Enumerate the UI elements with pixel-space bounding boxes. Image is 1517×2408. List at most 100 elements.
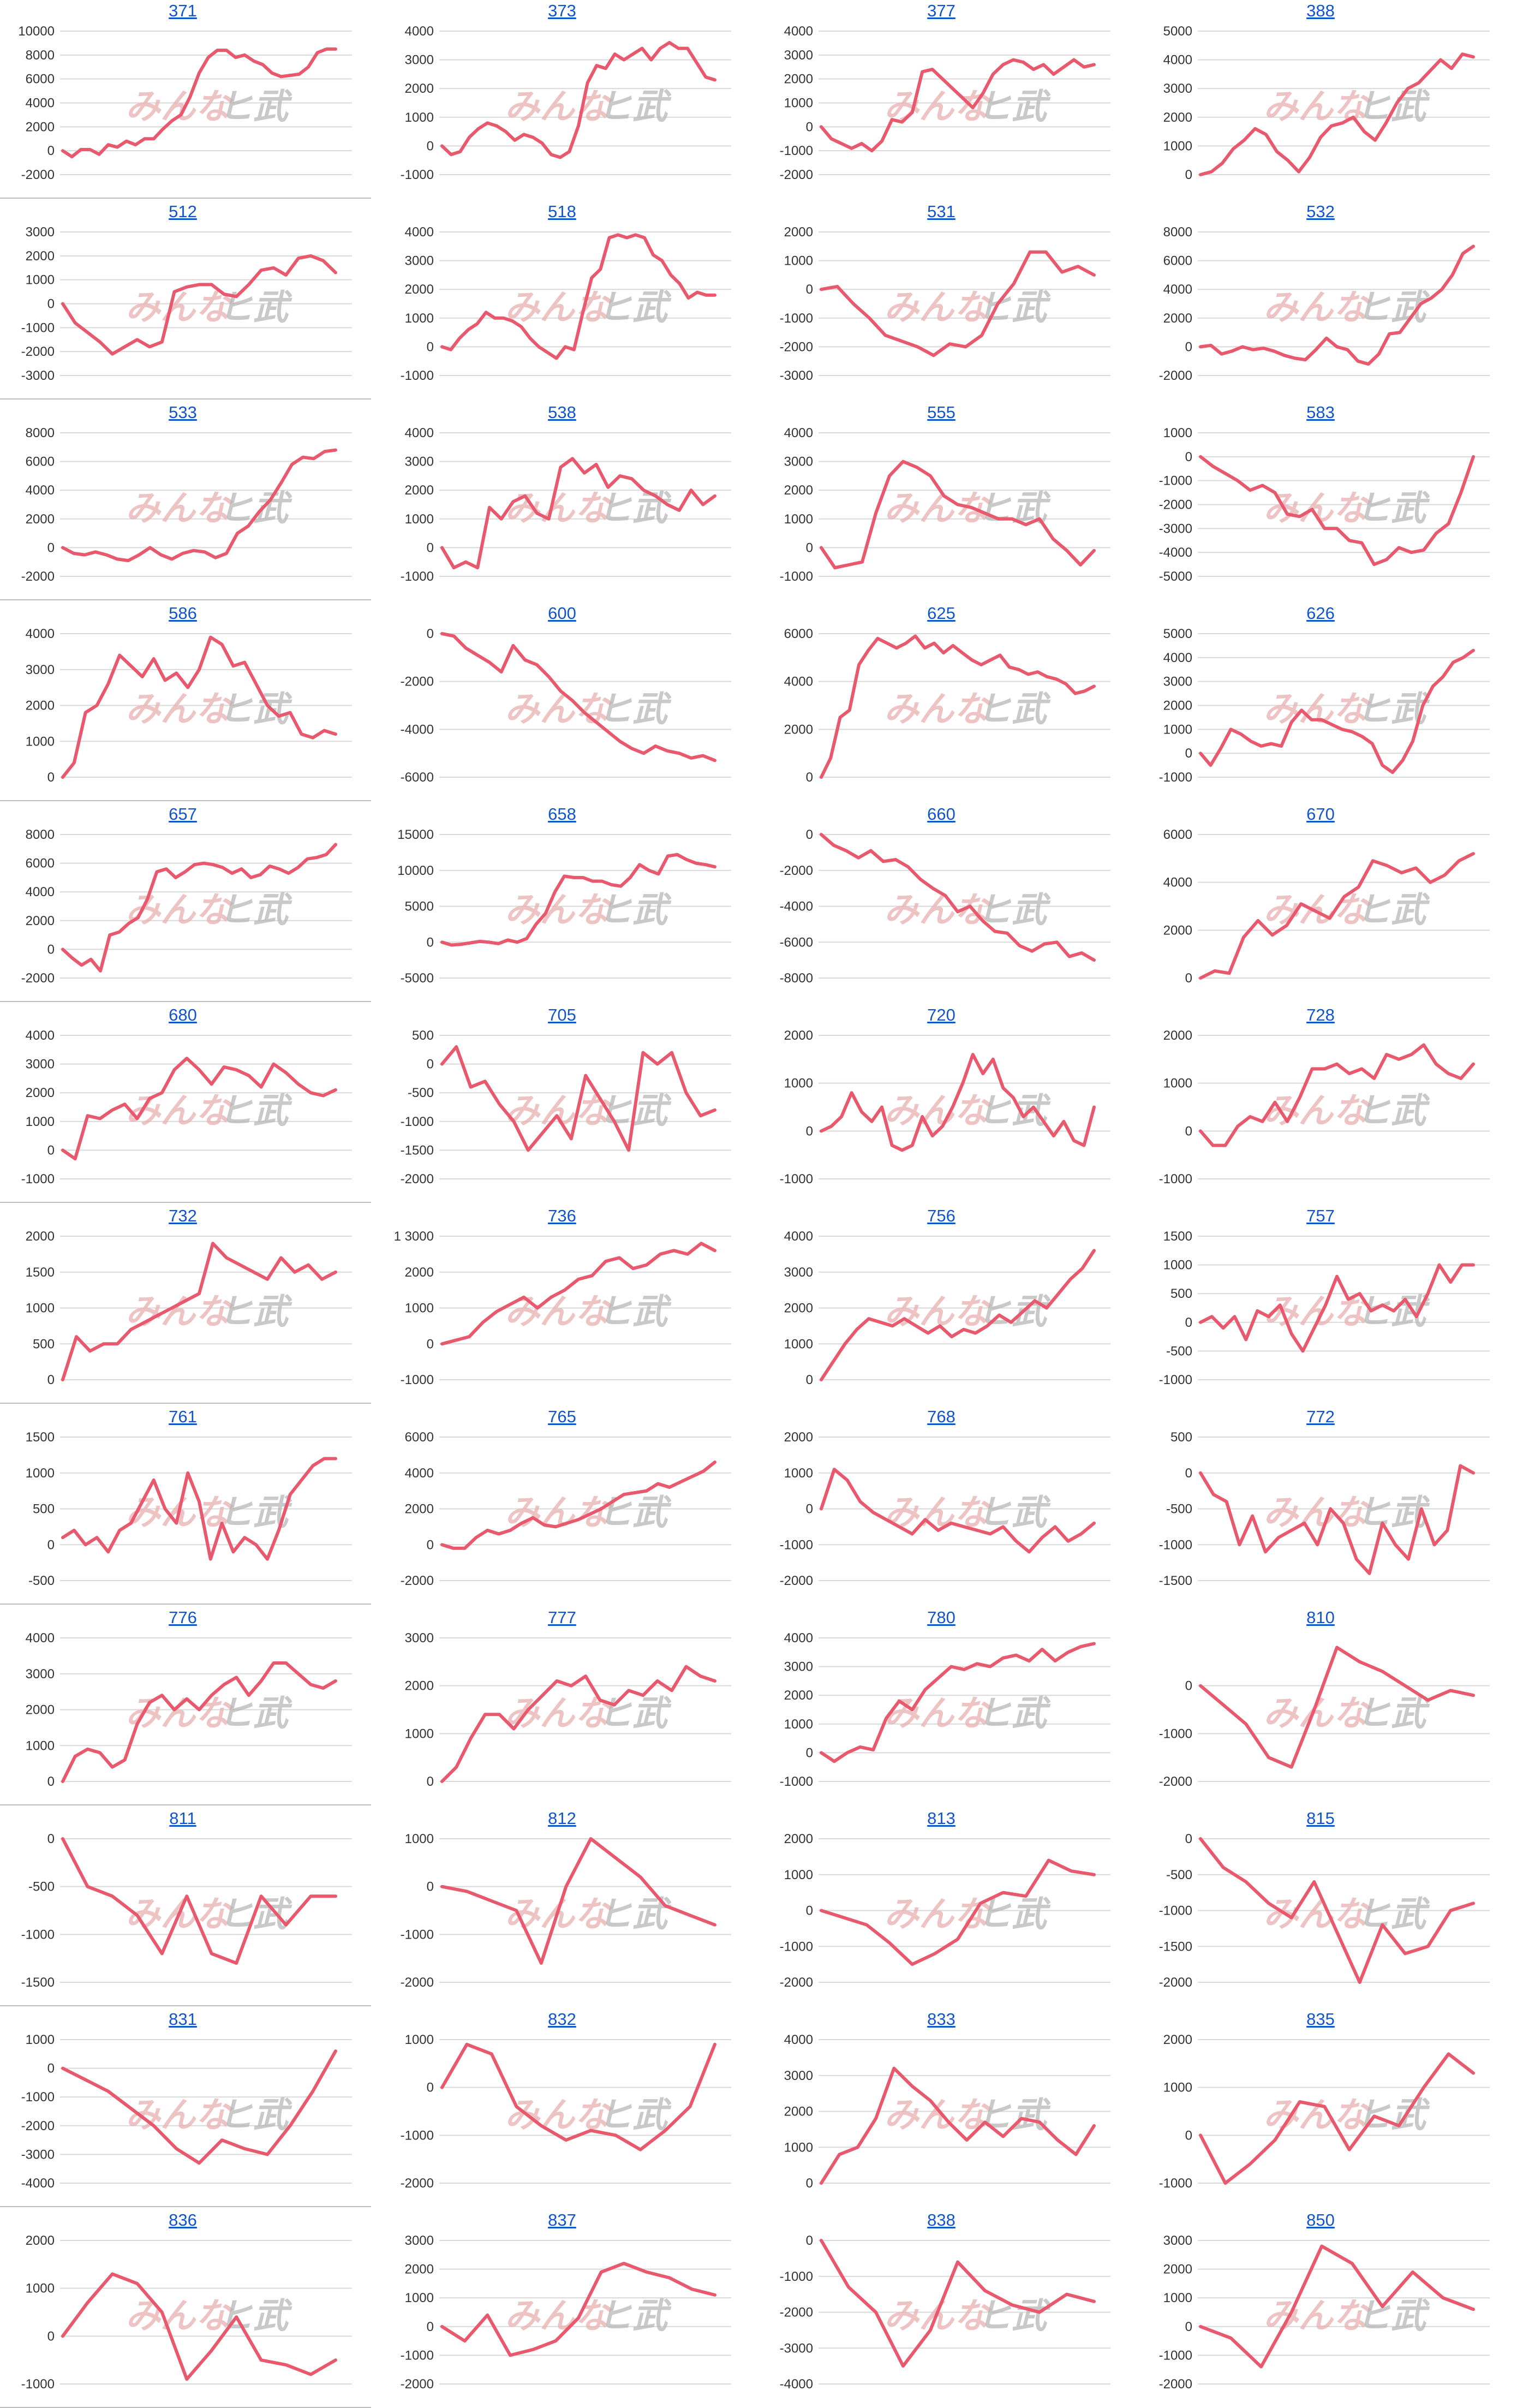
y-tick-label: 2000: [26, 699, 55, 713]
svg-text:みんな: みんな: [126, 488, 234, 529]
chart-title-link[interactable]: 732: [169, 1206, 197, 1225]
chart-title-link[interactable]: 832: [548, 2010, 576, 2029]
chart-title-link[interactable]: 583: [1306, 403, 1335, 422]
chart-title-link[interactable]: 586: [169, 604, 197, 623]
chart-panel: 586 4000 3000 2000 1000 0 みんな ヒ武: [3, 604, 363, 795]
chart-title-link[interactable]: 761: [169, 1407, 197, 1426]
series-line: [1199, 2052, 1475, 2185]
chart-title-link[interactable]: 831: [169, 2010, 197, 2029]
chart-title-link[interactable]: 850: [1306, 2210, 1335, 2230]
chart-title-link[interactable]: 538: [548, 403, 576, 422]
chart-title-link[interactable]: 657: [169, 804, 197, 824]
chart-title-link[interactable]: 810: [1306, 1608, 1335, 1627]
svg-text:ヒ武: ヒ武: [1356, 1894, 1430, 1935]
y-tick-label: 2000: [1163, 311, 1192, 326]
y-tick-label: -1000: [780, 2269, 813, 2284]
y-tick-label: 0: [806, 1904, 813, 1918]
chart-panel: 776 4000 3000 2000 1000 0 みんな ヒ武: [3, 1608, 363, 1799]
row-divider: [0, 1804, 371, 1805]
y-tick-label: 6000: [1163, 254, 1192, 269]
chart-title-link[interactable]: 836: [169, 2210, 197, 2230]
chart-title-link[interactable]: 660: [927, 804, 955, 824]
y-tick-label: 1000: [405, 1726, 434, 1741]
chart-title-link[interactable]: 776: [169, 1608, 197, 1627]
row-divider: [0, 1001, 371, 1002]
svg-text:みんな: みんな: [1263, 1894, 1371, 1935]
series-line: [440, 632, 716, 762]
y-tick-label: 2000: [784, 225, 813, 240]
chart-title-link[interactable]: 377: [927, 1, 955, 20]
series-line: [440, 1461, 716, 1550]
chart-title-link[interactable]: 812: [548, 1809, 576, 1828]
chart-title-link[interactable]: 756: [927, 1206, 955, 1225]
chart-title-link[interactable]: 768: [927, 1407, 955, 1426]
chart-title-link[interactable]: 765: [548, 1407, 576, 1426]
chart-panel: 811 0 -500 -1000 -1500 みんな ヒ武: [3, 1809, 363, 2000]
y-tick-label: 4000: [26, 627, 55, 641]
chart-title-link[interactable]: 373: [548, 1, 576, 20]
chart-title-link[interactable]: 555: [927, 403, 955, 422]
chart-title-link[interactable]: 736: [548, 1206, 576, 1225]
y-tick-label: 0: [806, 827, 813, 842]
chart-panel: 518 4000 3000 2000 1000 0 -1000 みんな ヒ武: [382, 202, 742, 393]
y-tick-label: 3000: [405, 53, 434, 68]
svg-text:ヒ武: ヒ武: [598, 890, 672, 931]
chart-title-link[interactable]: 833: [927, 2010, 955, 2029]
chart-title-link[interactable]: 780: [927, 1608, 955, 1627]
chart-title-link[interactable]: 811: [169, 1809, 196, 1828]
svg-text:みんな: みんな: [505, 890, 613, 931]
chart-title-link[interactable]: 772: [1306, 1407, 1335, 1426]
chart-panel: 765 6000 4000 2000 0 -2000 みんな ヒ武: [382, 1407, 742, 1598]
chart-title-link[interactable]: 532: [1306, 202, 1335, 221]
y-tick-label: 1000: [784, 1076, 813, 1091]
chart-title-link[interactable]: 531: [927, 202, 955, 221]
svg-text:ヒ武: ヒ武: [977, 890, 1051, 931]
chart-panel: 761 1500 1000 500 0 -500 みんな ヒ武: [3, 1407, 363, 1598]
y-tick-label: 3000: [26, 1667, 55, 1682]
y-tick-label: 5000: [405, 899, 434, 914]
y-tick-label: 1 3000: [394, 1229, 434, 1244]
y-tick-label: 1000: [405, 110, 434, 125]
chart-title-link[interactable]: 512: [169, 202, 197, 221]
svg-text:ヒ武: ヒ武: [1356, 488, 1430, 529]
chart-title-link[interactable]: 813: [927, 1809, 955, 1828]
chart-title-link[interactable]: 600: [548, 604, 576, 623]
chart-title-link[interactable]: 625: [927, 604, 955, 623]
chart-title-link[interactable]: 705: [548, 1005, 576, 1024]
row-divider: [0, 1403, 371, 1404]
chart-title-link[interactable]: 815: [1306, 1809, 1335, 1828]
chart-title-link[interactable]: 837: [548, 2210, 576, 2230]
chart-title-link[interactable]: 777: [548, 1608, 576, 1627]
chart-title-link[interactable]: 626: [1306, 604, 1335, 623]
chart-title-link[interactable]: 388: [1306, 1, 1335, 20]
chart-title-link[interactable]: 670: [1306, 804, 1335, 824]
chart-title-link[interactable]: 371: [169, 1, 197, 20]
y-tick-label: -1000: [401, 1927, 434, 1942]
y-tick-label: 6000: [1163, 827, 1192, 842]
chart-title-link[interactable]: 658: [548, 804, 576, 824]
chart-title-link[interactable]: 728: [1306, 1005, 1335, 1024]
chart-title-link[interactable]: 720: [927, 1005, 955, 1024]
chart-title-link[interactable]: 680: [169, 1005, 197, 1024]
chart-title-link[interactable]: 757: [1306, 1206, 1335, 1225]
y-tick-label: 6000: [26, 856, 55, 871]
y-tick-label: 0: [806, 540, 813, 555]
y-tick-label: 2000: [784, 1832, 813, 1846]
y-tick-label: -1000: [780, 1939, 813, 1954]
chart-title-link[interactable]: 838: [927, 2210, 955, 2230]
y-tick-label: -1000: [1159, 474, 1192, 488]
chart-title-link[interactable]: 835: [1306, 2010, 1335, 2029]
chart-title-link[interactable]: 533: [169, 403, 197, 422]
chart-title-link[interactable]: 518: [548, 202, 576, 221]
y-tick-label: 1000: [784, 2140, 813, 2155]
y-tick-label: 4000: [1163, 53, 1192, 68]
